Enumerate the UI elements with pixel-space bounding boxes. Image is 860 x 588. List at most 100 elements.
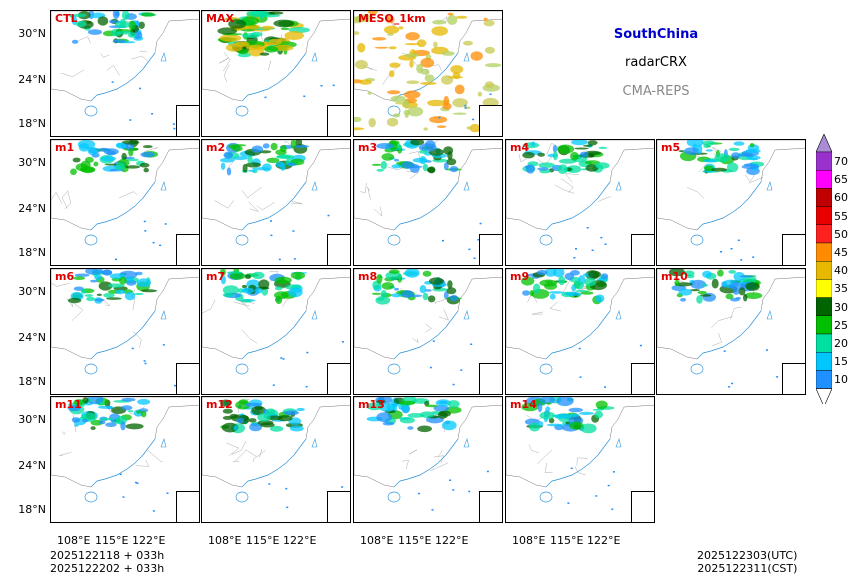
valid-time-block: 2025122303(UTC) 2025122311(CST) — [697, 549, 797, 575]
south-china-sea-inset — [479, 234, 502, 265]
init-time-block: 2025122118 + 033h 2025122202 + 033h — [50, 549, 164, 575]
valid-time-cst: 2025122311(CST) — [697, 562, 798, 575]
panel-label: m12 — [206, 398, 233, 411]
system-title: CMA-REPS — [622, 84, 690, 99]
panel-label: m6 — [55, 270, 75, 283]
south-china-sea-inset — [327, 363, 350, 394]
latitude-label: 24°N — [18, 331, 46, 344]
longitude-label: 122°E — [283, 534, 317, 547]
south-china-sea-inset — [479, 491, 502, 522]
panel-label: m10 — [661, 270, 688, 283]
longitude-label: 115°E — [398, 534, 432, 547]
colorbar-segment — [816, 315, 832, 335]
panel-label: m8 — [358, 270, 378, 283]
map-panel-m1: m1 — [50, 139, 200, 266]
south-china-sea-inset — [327, 491, 350, 522]
valid-time-utc: 2025122303(UTC) — [697, 549, 798, 562]
panel-label: CTL — [55, 12, 78, 25]
panel-label: m2 — [206, 141, 226, 154]
map-panel-m8: m8 — [353, 268, 503, 395]
panel-label: m1 — [55, 141, 75, 154]
map-panel-m11: m11 — [50, 396, 200, 523]
colorbar-segment — [816, 206, 832, 225]
colorbar-segment — [816, 279, 832, 298]
panel-label: m7 — [206, 270, 226, 283]
longitude-label: 108°E — [57, 534, 91, 547]
latitude-label: 24°N — [18, 459, 46, 472]
map-panel-m2: m2 — [201, 139, 351, 266]
longitude-label: 115°E — [246, 534, 280, 547]
map-panel-ctl: CTL — [50, 10, 200, 137]
latitude-label: 30°N — [18, 285, 46, 298]
colorbar-segment — [816, 260, 832, 280]
colorbar-segment — [816, 351, 832, 371]
colorbar-tick-label: 70 — [834, 155, 848, 168]
longitude-label: 122°E — [587, 534, 621, 547]
latitude-label: 24°N — [18, 202, 46, 215]
colorbar-tick-label: 45 — [834, 246, 848, 259]
map-panel-max: MAX — [201, 10, 351, 137]
longitude-label: 108°E — [360, 534, 394, 547]
latitude-label: 18°N — [18, 246, 46, 259]
latitude-label: 24°N — [18, 73, 46, 86]
map-panel-m6: m6 — [50, 268, 200, 395]
longitude-label: 108°E — [208, 534, 242, 547]
colorbar-over-arrow — [816, 134, 832, 153]
colorbar-tick-label: 40 — [834, 264, 848, 278]
south-china-sea-inset — [176, 234, 199, 265]
south-china-sea-inset — [176, 363, 199, 394]
map-panel-m5: m5 — [656, 139, 806, 266]
colorbar-segment — [816, 188, 832, 207]
region-title: SouthChina — [613, 27, 699, 42]
panel-label: m3 — [358, 141, 378, 154]
map-panel-meso-1km: MESO_1km — [353, 10, 503, 137]
south-china-sea-inset — [631, 491, 654, 522]
panel-label: m13 — [358, 398, 385, 411]
map-panel-m3: m3 — [353, 139, 503, 266]
latitude-label: 30°N — [18, 27, 46, 40]
colorbar-tick-label: 20 — [834, 337, 848, 350]
south-china-sea-inset — [327, 105, 350, 136]
south-china-sea-inset — [782, 363, 805, 394]
panel-label: m4 — [510, 141, 530, 154]
variable-title: radarCRX — [625, 55, 687, 70]
map-panel-m13: m13 — [353, 396, 503, 523]
panel-label: m11 — [55, 398, 82, 411]
colorbar-tick-label: 30 — [834, 300, 848, 314]
colorbar-tick-label: 25 — [834, 318, 848, 332]
colorbar-segment — [816, 370, 832, 389]
colorbar-tick-label: 50 — [834, 227, 848, 241]
init-time-cst: 2025122202 + 033h — [50, 562, 165, 575]
south-china-sea-inset — [631, 363, 654, 394]
colorbar-tick-label: 15 — [834, 355, 848, 369]
colorbar-tick-label: 60 — [834, 191, 848, 205]
colorbar-tick-label: 55 — [834, 209, 848, 223]
south-china-sea-inset — [327, 234, 350, 265]
colorbar-under-arrow — [816, 388, 832, 404]
longitude-label: 115°E — [550, 534, 584, 547]
latitude-label: 18°N — [18, 375, 46, 388]
colorbar-segment — [816, 242, 832, 262]
colorbar-tick-label: 65 — [834, 173, 848, 187]
panel-label: MAX — [206, 12, 234, 25]
init-time-utc: 2025122118 + 033h — [50, 549, 165, 562]
map-panel-m10: m10 — [656, 268, 806, 395]
map-panel-m14: m14 — [505, 396, 655, 523]
latitude-label: 30°N — [18, 156, 46, 169]
colorbar-segment — [816, 333, 832, 353]
colorbar-tick-label: 35 — [834, 282, 848, 296]
map-panel-m7: m7 — [201, 268, 351, 395]
south-china-sea-inset — [479, 363, 502, 394]
latitude-label: 18°N — [18, 117, 46, 130]
longitude-label: 108°E — [512, 534, 546, 547]
longitude-label: 122°E — [435, 534, 469, 547]
colorbar — [816, 134, 832, 404]
south-china-sea-inset — [176, 491, 199, 522]
panel-label: m14 — [510, 398, 537, 411]
panel-label: m9 — [510, 270, 530, 283]
colorbar-segment — [816, 297, 832, 317]
south-china-sea-inset — [782, 234, 805, 265]
south-china-sea-inset — [631, 234, 654, 265]
panel-label: MESO_1km — [358, 12, 426, 25]
longitude-label: 122°E — [132, 534, 166, 547]
